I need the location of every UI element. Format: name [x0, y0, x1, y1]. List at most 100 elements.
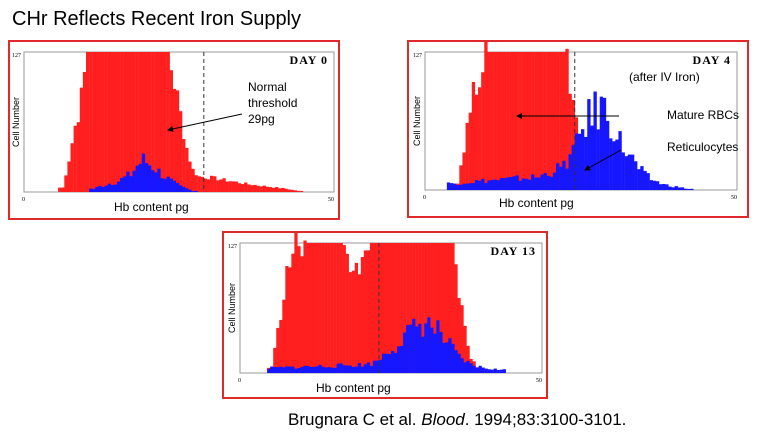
bar-reticulocyte	[503, 178, 507, 190]
bar-reticulocyte	[267, 368, 271, 373]
bar-mature	[481, 72, 485, 190]
bar-reticulocyte	[527, 179, 532, 190]
bar-mature	[378, 243, 383, 373]
bar-mature	[490, 52, 494, 190]
bar-reticulocyte	[599, 96, 604, 190]
bar-mature	[459, 165, 463, 190]
bar-reticulocyte	[512, 176, 516, 190]
bar-mature	[154, 52, 158, 192]
citation-authors: Brugnara C et al.	[288, 410, 422, 429]
bar-mature	[219, 179, 223, 192]
bar-mature	[421, 243, 425, 373]
bar-mature	[228, 181, 232, 192]
bar-reticulocyte	[279, 366, 283, 373]
bar-reticulocyte	[421, 336, 425, 373]
bar-reticulocyte	[135, 165, 139, 192]
bar-mature	[82, 72, 87, 192]
bar-mature	[439, 243, 443, 373]
bar-reticulocyte	[649, 180, 653, 190]
bar-mature	[471, 81, 476, 190]
bar-mature	[342, 245, 346, 373]
bar-reticulocyte	[671, 187, 675, 190]
bar-mature	[487, 52, 491, 190]
bar-mature	[282, 299, 286, 373]
bar-mature	[424, 243, 428, 373]
y-tick-label: 127	[413, 53, 422, 59]
bar-reticulocyte	[387, 354, 392, 373]
bar-reticulocyte	[559, 166, 563, 190]
bar-mature	[478, 87, 482, 190]
annotation-threshold-value: 29pg	[248, 112, 275, 126]
citation-details: . 1994;83:3100-3101.	[464, 410, 627, 429]
bar-mature	[445, 243, 449, 373]
bar-reticulocyte	[351, 367, 355, 373]
bar-reticulocyte	[646, 173, 650, 190]
bar-mature	[256, 185, 260, 192]
bar-mature	[333, 243, 337, 373]
bar-reticulocyte	[462, 183, 466, 190]
bar-mature	[315, 243, 319, 373]
bar-reticulocyte	[584, 136, 588, 190]
bar-mature	[86, 52, 90, 192]
bar-mature	[451, 243, 455, 373]
bar-reticulocyte	[531, 174, 535, 190]
bar-mature	[278, 188, 282, 192]
subtitle-day4: (after IV Iron)	[629, 70, 700, 84]
bar-reticulocyte	[148, 165, 152, 192]
bar-reticulocyte	[478, 180, 482, 190]
bar-reticulocyte	[448, 338, 452, 373]
bar-mature	[391, 243, 395, 373]
bar-mature	[412, 243, 416, 373]
bar-reticulocyte	[463, 362, 467, 373]
bar-reticulocyte	[354, 366, 358, 373]
bar-mature	[515, 52, 519, 190]
bar-reticulocyte	[372, 360, 377, 373]
bar-mature	[293, 190, 297, 192]
bar-reticulocyte	[465, 183, 469, 190]
bar-reticulocyte	[126, 171, 130, 192]
chart-panel-day13: Cell Number 127 0 50 DAY 13 Hb content pg	[222, 231, 548, 399]
bar-mature	[384, 243, 389, 373]
bar-reticulocyte	[442, 342, 446, 373]
bar-reticulocyte	[157, 168, 161, 192]
bar-mature	[244, 182, 248, 192]
bar-mature	[250, 185, 254, 192]
bar-reticulocyte	[415, 326, 419, 373]
bar-reticulocyte	[475, 367, 479, 373]
bar-mature	[144, 52, 149, 192]
bar-reticulocyte	[593, 91, 597, 190]
bar-reticulocyte	[459, 184, 463, 190]
bar-reticulocyte	[363, 364, 368, 373]
bar-mature	[309, 243, 313, 373]
bar-reticulocyte	[543, 173, 547, 190]
bar-mature	[272, 187, 276, 192]
bar-reticulocyte	[490, 179, 494, 190]
bar-mature	[457, 298, 461, 373]
bar-mature	[107, 52, 111, 192]
bar-mature	[188, 161, 192, 192]
bar-reticulocyte	[288, 366, 292, 373]
bar-mature	[400, 243, 404, 373]
bar-reticulocyte	[634, 161, 638, 190]
bar-reticulocyte	[445, 342, 449, 373]
bar-mature	[141, 52, 146, 192]
bar-mature	[327, 243, 331, 373]
bar-mature	[397, 243, 401, 373]
bar-mature	[237, 183, 242, 192]
annotation-mature-rbcs: Mature RBCs	[667, 108, 740, 122]
bar-reticulocyte	[466, 360, 470, 373]
bar-reticulocyte	[110, 184, 115, 192]
bar-reticulocyte	[690, 188, 694, 190]
bar-mature	[213, 176, 217, 192]
bar-mature	[381, 243, 386, 373]
bar-reticulocyte	[378, 359, 383, 373]
bar-reticulocyte	[640, 166, 644, 190]
bar-reticulocyte	[175, 182, 180, 192]
bar-mature	[466, 345, 470, 373]
bar-mature	[345, 253, 349, 373]
histogram-day13: Cell Number 127 0 50 DAY 13	[227, 233, 543, 384]
bar-reticulocyte	[120, 177, 124, 192]
bar-mature	[76, 122, 80, 192]
bar-mature	[559, 52, 563, 190]
bar-mature	[330, 243, 334, 373]
